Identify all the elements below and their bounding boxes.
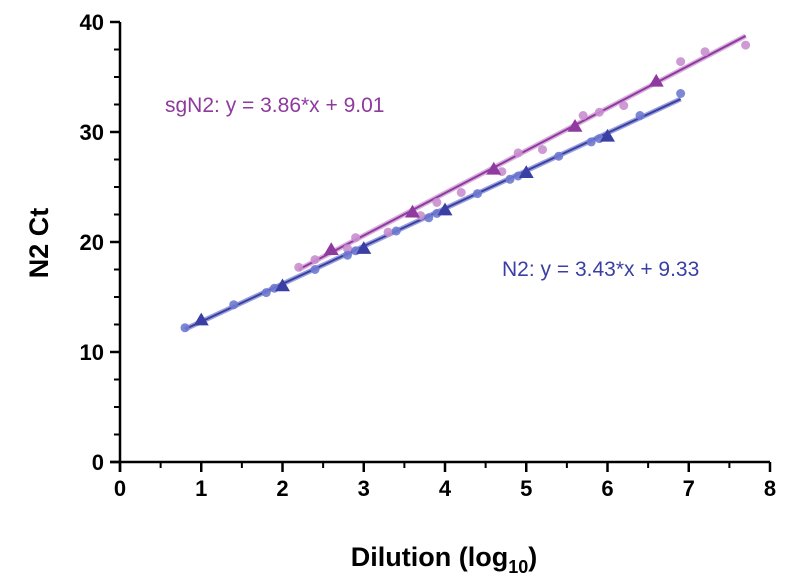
- point-triangle-sgn2: [323, 242, 339, 255]
- point-circle-n2: [310, 265, 320, 274]
- y-tick-label: 0: [92, 450, 104, 475]
- point-circle-sgn2: [513, 148, 523, 158]
- point-circle-n2: [505, 174, 515, 184]
- x-axis-title-subscript: 10: [508, 557, 528, 577]
- point-triangle-n2: [518, 165, 534, 178]
- y-axis-title: N2 Ct: [24, 208, 54, 279]
- point-circle-n2: [676, 89, 686, 98]
- y-tick-label: 30: [80, 120, 104, 145]
- x-tick-label: 6: [601, 476, 613, 501]
- point-circle-sgn2: [310, 255, 320, 265]
- point-triangle-n2: [437, 202, 453, 216]
- point-circle-n2: [229, 300, 239, 310]
- data-points: [180, 40, 751, 333]
- point-circle-sgn2: [416, 211, 426, 221]
- point-circle-n2: [586, 137, 596, 147]
- x-tick-label: 2: [276, 476, 288, 501]
- equation-sgn2: sgN2: y = 3.86*x + 9.01: [165, 94, 384, 117]
- point-circle-n2: [180, 323, 190, 333]
- point-circle-sgn2: [456, 188, 466, 197]
- x-tick-label: 8: [764, 476, 776, 501]
- x-tick-label: 0: [114, 476, 126, 501]
- point-circle-sgn2: [741, 40, 751, 50]
- point-circle-sgn2: [351, 233, 361, 243]
- point-circle-sgn2: [594, 107, 604, 117]
- point-triangle-n2: [193, 312, 209, 326]
- point-circle-sgn2: [538, 145, 547, 155]
- point-circle-n2: [343, 250, 352, 260]
- point-triangle-n2: [356, 241, 372, 254]
- point-triangle-n2: [275, 278, 290, 292]
- fit-lines: [183, 33, 747, 332]
- point-triangle-sgn2: [567, 119, 583, 132]
- point-circle-n2: [432, 208, 442, 218]
- point-circle-sgn2: [578, 111, 588, 120]
- point-circle-sgn2: [294, 262, 304, 272]
- point-triangle-sgn2: [405, 204, 420, 218]
- point-triangle-sgn2: [486, 161, 502, 175]
- x-tick-label: 1: [195, 476, 207, 501]
- axes: 0 1 2 3 4 5 6 7 8 0 10 20 30 40: [80, 10, 777, 501]
- point-circle-sgn2: [700, 47, 710, 57]
- point-circle-n2: [261, 288, 271, 298]
- point-circle-n2: [473, 189, 482, 199]
- point-circle-n2: [554, 151, 564, 161]
- x-axis-title-main: Dilution (log: [351, 542, 508, 572]
- point-circle-sgn2: [432, 197, 442, 207]
- x-tick-label: 7: [683, 476, 695, 501]
- point-circle-n2: [424, 213, 434, 223]
- x-axis-title: Dilution (log10): [351, 542, 537, 577]
- point-circle-n2: [513, 171, 523, 181]
- point-circle-n2: [635, 111, 645, 120]
- point-circle-n2: [391, 226, 401, 236]
- x-tick-label: 5: [520, 476, 532, 501]
- y-tick-label: 20: [80, 230, 104, 255]
- point-circle-sgn2: [619, 101, 629, 111]
- point-triangle-n2: [600, 128, 615, 142]
- point-circle-sgn2: [343, 244, 352, 254]
- y-tick-label: 10: [80, 340, 104, 365]
- x-tick-label: 3: [358, 476, 370, 501]
- x-axis-title-end: ): [528, 542, 537, 572]
- equation-n2: N2: y = 3.43*x + 9.33: [502, 258, 699, 281]
- y-tick-label: 40: [80, 10, 104, 35]
- point-circle-sgn2: [383, 227, 393, 237]
- point-circle-sgn2: [676, 57, 686, 67]
- x-tick-label: 4: [439, 476, 452, 501]
- point-triangle-sgn2: [648, 73, 664, 87]
